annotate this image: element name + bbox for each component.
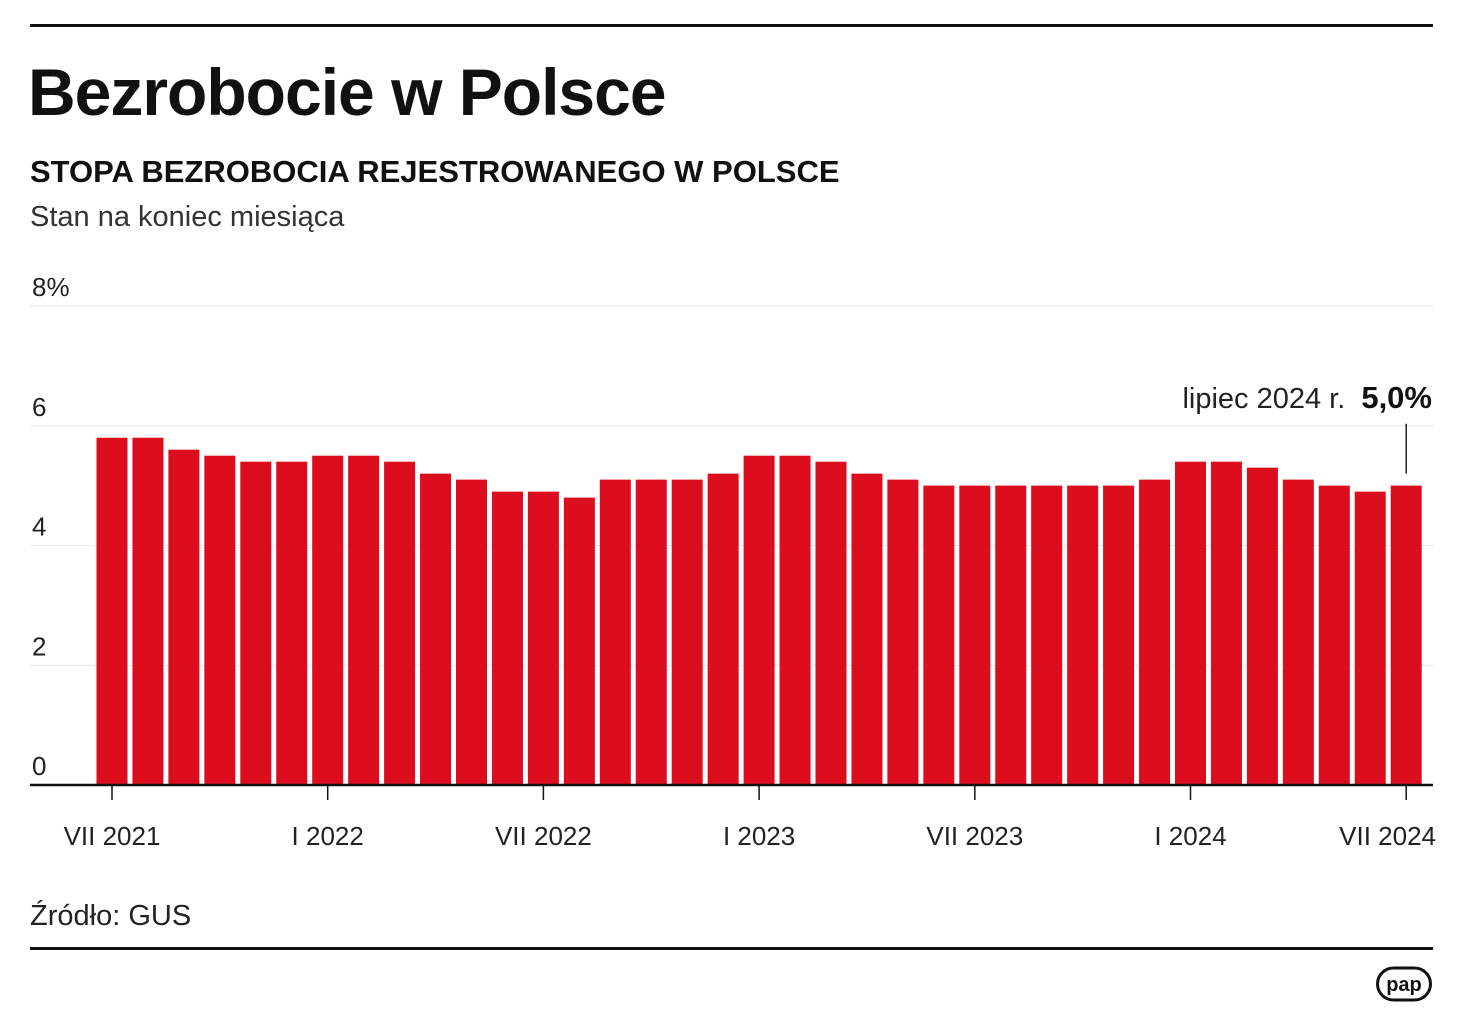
bar [1282, 479, 1314, 785]
y-tick-label: 4 [32, 512, 46, 542]
x-tick-label: VII 2023 [926, 821, 1023, 851]
y-tick-label: 6 [32, 392, 46, 422]
bar [491, 491, 523, 785]
bar [1031, 485, 1063, 785]
bar [420, 473, 452, 785]
bar [995, 485, 1027, 785]
bar [635, 479, 667, 785]
bar [887, 479, 919, 785]
bar [779, 455, 811, 785]
bar [707, 473, 739, 785]
bar [1246, 467, 1278, 785]
chart-subtitle: STOPA BEZROBOCIA REJESTROWANEGO W POLSCE [30, 154, 840, 189]
bottom-rule [30, 947, 1433, 950]
bar [1139, 479, 1171, 785]
bar [168, 449, 200, 785]
source-note: Źródło: GUS [30, 900, 192, 932]
bar [348, 455, 380, 785]
page-title: Bezrobocie w Polsce [28, 55, 667, 129]
x-tick-label: I 2022 [292, 821, 364, 851]
bar [204, 455, 236, 785]
bar [671, 479, 703, 785]
bar [923, 485, 955, 785]
bar [1175, 461, 1206, 785]
axes: 0 2 4 6 8% VII 2021 I 2022 VII 2022 I 2023 VII 20… [30, 272, 1436, 851]
bars [96, 437, 1422, 785]
pap-logo: pap [1376, 966, 1432, 1002]
y-tick-label: 2 [32, 631, 46, 661]
svg-text:pap: pap [1386, 974, 1422, 996]
bar [851, 473, 883, 785]
bar [815, 461, 847, 785]
x-tick-label: VII 2021 [64, 821, 161, 851]
bar [1067, 485, 1099, 785]
bar [456, 479, 487, 785]
bar [1354, 491, 1386, 785]
x-tick-label: VII 2022 [495, 821, 592, 851]
y-tick-label: 0 [32, 751, 46, 781]
bar [527, 491, 559, 785]
bar [132, 437, 164, 785]
chart-note: Stan na koniec miesiąca [30, 201, 345, 233]
bar [312, 455, 344, 785]
bar [563, 497, 595, 785]
bar [1318, 485, 1350, 785]
bar [276, 461, 308, 785]
bar [1390, 485, 1422, 785]
bar [1103, 485, 1135, 785]
bar [96, 437, 128, 785]
bar-chart: 0 2 4 6 8% VII 2021 I 2022 VII 2022 I 2023 VII 20… [30, 272, 1436, 851]
x-tick-label: I 2024 [1154, 821, 1226, 851]
annotation-label: lipiec 2024 r. 5,0% [1182, 380, 1432, 415]
bar [959, 485, 991, 785]
bar [1210, 461, 1242, 785]
x-tick-label: I 2023 [723, 821, 795, 851]
x-tick-label: VII 2024 [1339, 821, 1436, 851]
annotation: lipiec 2024 r. 5,0% [1182, 380, 1432, 474]
bar [743, 455, 775, 785]
annotation-value: 5,0% [1361, 380, 1432, 415]
bar [384, 461, 416, 785]
y-tick-label: 8% [32, 272, 70, 302]
top-rule [30, 24, 1433, 27]
bar [599, 479, 631, 785]
bar [240, 461, 272, 785]
annotation-label-text: lipiec 2024 r. [1182, 383, 1345, 415]
